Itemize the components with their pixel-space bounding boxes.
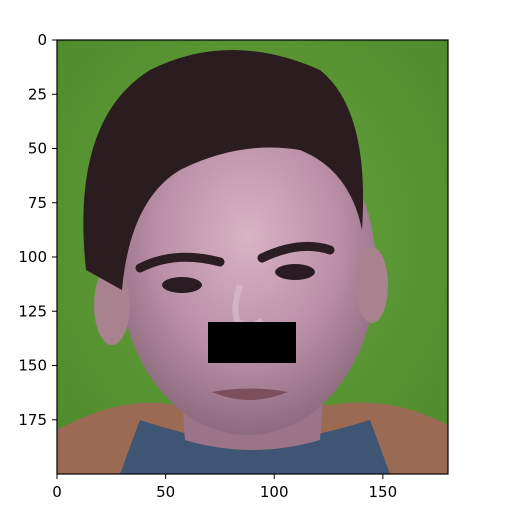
face-photo xyxy=(57,40,448,474)
hair xyxy=(83,50,364,290)
right-eye xyxy=(275,264,315,280)
x-tick-label: 150 xyxy=(369,483,398,501)
x-tick-label: 100 xyxy=(260,483,289,501)
mouth xyxy=(212,388,288,400)
left-eye xyxy=(162,277,202,293)
y-tick-label: 175 xyxy=(18,411,47,429)
y-axis: 0 25 50 75 100 125 150 175 xyxy=(18,31,57,429)
y-tick-label: 0 xyxy=(37,31,47,49)
y-tick-label: 150 xyxy=(18,357,47,375)
right-eyebrow xyxy=(257,241,335,263)
redaction-box xyxy=(208,322,296,363)
left-eyebrow xyxy=(135,252,225,273)
face xyxy=(120,105,376,435)
y-tick-label: 25 xyxy=(28,85,47,103)
y-tick-label: 100 xyxy=(18,248,47,266)
right-ear xyxy=(356,247,388,323)
y-tick-label: 125 xyxy=(18,302,47,320)
x-axis: 0 50 100 150 xyxy=(52,474,397,501)
y-tick-label: 50 xyxy=(28,140,47,158)
y-tick-label: 75 xyxy=(28,194,47,212)
x-tick-label: 0 xyxy=(52,483,62,501)
x-tick-label: 50 xyxy=(156,483,175,501)
